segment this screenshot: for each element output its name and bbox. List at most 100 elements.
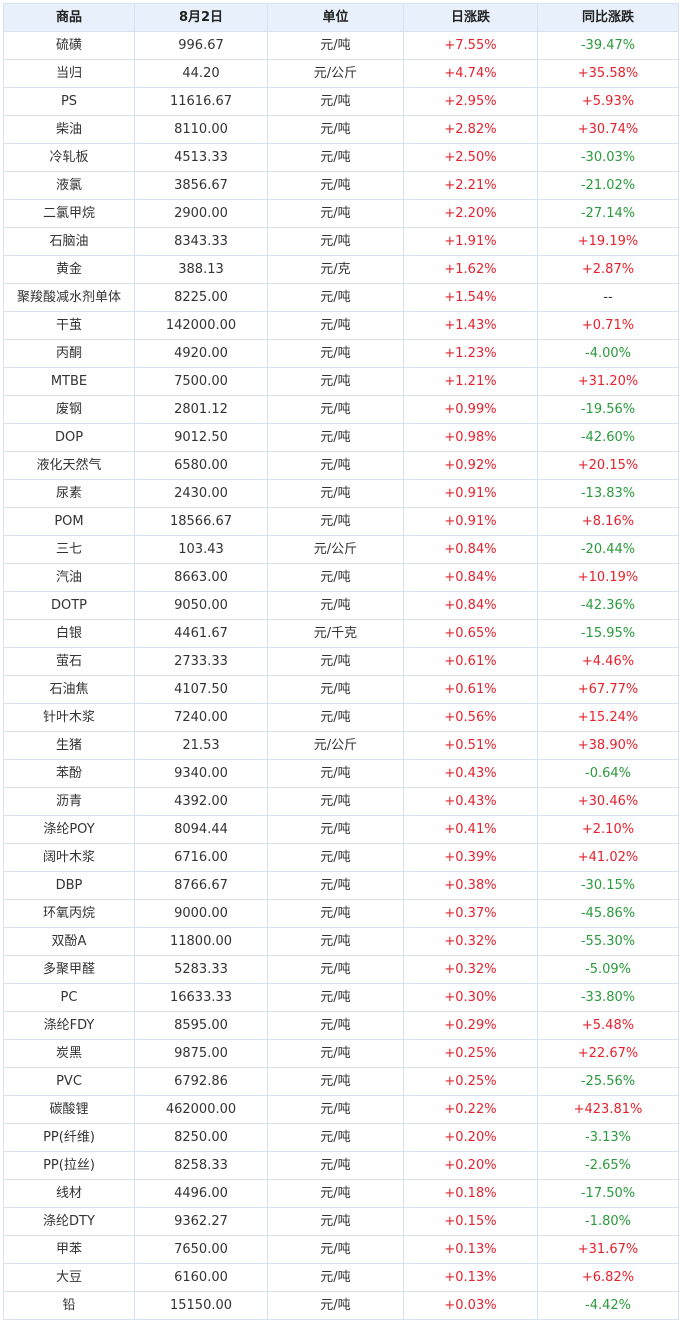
daily-change-cell: +0.03% [403,1291,538,1320]
yoy-change-cell: +38.90% [537,731,679,760]
yoy-change-cell: +5.48% [537,1011,679,1040]
daily-change-cell: +0.61% [403,675,538,704]
commodity-name-cell: 涤纶DTY [3,1207,135,1236]
price-cell: 8094.44 [134,815,268,844]
commodity-name-cell: 液氯 [3,171,135,200]
commodity-name-cell: 尿素 [3,479,135,508]
price-cell: 9050.00 [134,591,268,620]
table-row: 汽油 8663.00 元/吨 +0.84% +10.19% [3,563,679,592]
price-cell: 9012.50 [134,423,268,452]
table-row: DBP 8766.67 元/吨 +0.38% -30.15% [3,871,679,900]
daily-change-cell: +2.82% [403,115,538,144]
price-cell: 7500.00 [134,367,268,396]
commodity-name-cell: PS [3,87,135,116]
table-row: DOP 9012.50 元/吨 +0.98% -42.60% [3,423,679,452]
daily-change-cell: +0.92% [403,451,538,480]
daily-change-cell: +0.84% [403,535,538,564]
table-row: 涤纶POY 8094.44 元/吨 +0.41% +2.10% [3,815,679,844]
commodity-name-cell: DOP [3,423,135,452]
table-row: 白银 4461.67 元/千克 +0.65% -15.95% [3,619,679,648]
price-cell: 8250.00 [134,1123,268,1152]
unit-cell: 元/吨 [267,1207,404,1236]
yoy-change-cell: +2.87% [537,255,679,284]
table-row: 石油焦 4107.50 元/吨 +0.61% +67.77% [3,675,679,704]
daily-change-cell: +1.62% [403,255,538,284]
table-row: 干茧 142000.00 元/吨 +1.43% +0.71% [3,311,679,340]
table-row: 硫磺 996.67 元/吨 +7.55% -39.47% [3,31,679,60]
daily-change-cell: +0.43% [403,787,538,816]
commodity-name-cell: 沥青 [3,787,135,816]
table-row: PP(拉丝) 8258.33 元/吨 +0.20% -2.65% [3,1151,679,1180]
commodity-price-table: 商品 8月2日 单位 日涨跌 同比涨跌 硫磺 996.67 元/吨 +7.55% -39… [3,3,679,1320]
table-row: 萤石 2733.33 元/吨 +0.61% +4.46% [3,647,679,676]
commodity-name-cell: 双酚A [3,927,135,956]
price-cell: 9875.00 [134,1039,268,1068]
table-row: 生猪 21.53 元/公斤 +0.51% +38.90% [3,731,679,760]
daily-change-cell: +0.32% [403,955,538,984]
daily-change-cell: +0.41% [403,815,538,844]
table-row: POM 18566.67 元/吨 +0.91% +8.16% [3,507,679,536]
unit-cell: 元/吨 [267,507,404,536]
yoy-change-cell: +67.77% [537,675,679,704]
unit-cell: 元/吨 [267,283,404,312]
price-cell: 2430.00 [134,479,268,508]
commodity-name-cell: 多聚甲醛 [3,955,135,984]
header-commodity: 商品 [3,3,135,32]
commodity-name-cell: 碳酸锂 [3,1095,135,1124]
daily-change-cell: +0.22% [403,1095,538,1124]
unit-cell: 元/吨 [267,395,404,424]
yoy-change-cell: +10.19% [537,563,679,592]
commodity-name-cell: 柴油 [3,115,135,144]
yoy-change-cell: +8.16% [537,507,679,536]
unit-cell: 元/吨 [267,843,404,872]
daily-change-cell: +0.30% [403,983,538,1012]
commodity-name-cell: 针叶木浆 [3,703,135,732]
commodity-name-cell: 萤石 [3,647,135,676]
commodity-name-cell: MTBE [3,367,135,396]
daily-change-cell: +0.65% [403,619,538,648]
unit-cell: 元/吨 [267,1151,404,1180]
table-row: 苯酚 9340.00 元/吨 +0.43% -0.64% [3,759,679,788]
unit-cell: 元/吨 [267,815,404,844]
yoy-change-cell: +30.46% [537,787,679,816]
commodity-name-cell: POM [3,507,135,536]
unit-cell: 元/吨 [267,899,404,928]
price-cell: 6160.00 [134,1263,268,1292]
table-row: 石脑油 8343.33 元/吨 +1.91% +19.19% [3,227,679,256]
unit-cell: 元/吨 [267,1263,404,1292]
unit-cell: 元/吨 [267,675,404,704]
yoy-change-cell: -39.47% [537,31,679,60]
commodity-name-cell: 石脑油 [3,227,135,256]
yoy-change-cell: -- [537,283,679,312]
daily-change-cell: +0.43% [403,759,538,788]
table-row: PP(纤维) 8250.00 元/吨 +0.20% -3.13% [3,1123,679,1152]
price-cell: 462000.00 [134,1095,268,1124]
price-cell: 142000.00 [134,311,268,340]
unit-cell: 元/吨 [267,1291,404,1320]
daily-change-cell: +0.91% [403,479,538,508]
daily-change-cell: +0.13% [403,1235,538,1264]
daily-change-cell: +0.38% [403,871,538,900]
yoy-change-cell: +20.15% [537,451,679,480]
table-row: 尿素 2430.00 元/吨 +0.91% -13.83% [3,479,679,508]
commodity-name-cell: PP(纤维) [3,1123,135,1152]
price-cell: 16633.33 [134,983,268,1012]
yoy-change-cell: +22.67% [537,1039,679,1068]
price-cell: 9340.00 [134,759,268,788]
table-row: 柴油 8110.00 元/吨 +2.82% +30.74% [3,115,679,144]
daily-change-cell: +0.20% [403,1123,538,1152]
yoy-change-cell: +0.71% [537,311,679,340]
daily-change-cell: +0.39% [403,843,538,872]
table-row: 三七 103.43 元/公斤 +0.84% -20.44% [3,535,679,564]
unit-cell: 元/吨 [267,171,404,200]
header-yoy-change: 同比涨跌 [537,3,679,32]
price-cell: 15150.00 [134,1291,268,1320]
unit-cell: 元/吨 [267,199,404,228]
yoy-change-cell: -21.02% [537,171,679,200]
yoy-change-cell: -42.60% [537,423,679,452]
daily-change-cell: +0.51% [403,731,538,760]
price-cell: 11800.00 [134,927,268,956]
daily-change-cell: +1.23% [403,339,538,368]
table-row: 阔叶木浆 6716.00 元/吨 +0.39% +41.02% [3,843,679,872]
commodity-name-cell: 三七 [3,535,135,564]
